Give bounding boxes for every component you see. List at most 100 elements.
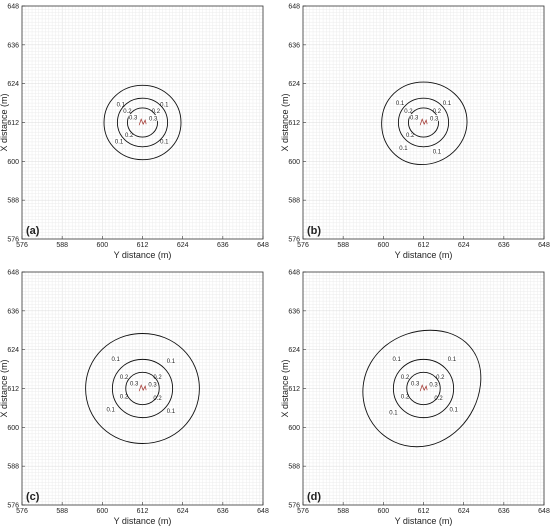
y-axis-label: X distance (m) <box>280 93 290 151</box>
contour-label-bg <box>434 394 444 401</box>
y-tick-label: 576 <box>7 237 19 244</box>
y-tick-label: 600 <box>288 159 300 166</box>
y-tick-label: 648 <box>7 270 19 277</box>
y-tick-label: 624 <box>7 347 19 354</box>
contour-label: 0.3 <box>130 381 139 387</box>
y-tick-label: 600 <box>7 425 19 432</box>
contour-label-bg <box>429 381 439 388</box>
x-tick-label: 624 <box>458 242 470 249</box>
contour-label: 0.3 <box>410 115 419 121</box>
y-tick-label: 576 <box>288 503 300 510</box>
contour-label: 0.2 <box>125 133 134 139</box>
source-marker <box>138 118 147 126</box>
contour-label-bg <box>429 115 439 122</box>
contour-label: 0.3 <box>411 381 420 387</box>
contour-line-0.2 <box>397 97 450 148</box>
contour-label: 0.1 <box>448 357 457 363</box>
contour-label: 0.2 <box>436 375 445 381</box>
contour-label: 0.2 <box>401 375 410 381</box>
contour-label-bg <box>400 373 410 380</box>
x-tick-label: 600 <box>96 242 108 249</box>
x-tick-label: 648 <box>257 242 269 249</box>
contour-label-bg <box>432 107 442 114</box>
panel-tag: (d) <box>307 491 321 503</box>
y-tick-label: 624 <box>288 81 300 88</box>
contour-line-0.2 <box>392 358 455 419</box>
x-tick-label: 612 <box>418 508 430 515</box>
contour-label-bg <box>166 407 176 414</box>
contour-label: 0.1 <box>449 407 458 413</box>
contour-label: 0.1 <box>112 357 121 363</box>
contour-line-0.1 <box>85 333 200 444</box>
y-tick-label: 624 <box>288 347 300 354</box>
x-tick-label: 636 <box>217 242 229 249</box>
contour-label: 0.1 <box>389 411 398 417</box>
contour-label: 0.1 <box>396 101 405 107</box>
contour-label: 0.1 <box>443 101 452 107</box>
contour-label: 0.3 <box>149 116 158 122</box>
x-tick-label: 636 <box>498 242 510 249</box>
x-axis-label: Y distance (m) <box>114 250 172 260</box>
contour-label-bg <box>116 101 126 108</box>
panel-c: 576 588 600 612 624 636 648 576 588 600 612 624 636 6… <box>0 270 269 527</box>
panel-tag: (c) <box>26 491 40 503</box>
contour-line-0.3 <box>125 371 160 406</box>
contour-label-bg <box>159 101 169 108</box>
x-tick-label: 600 <box>96 508 108 515</box>
contour-label-bg <box>148 115 158 122</box>
contour-label: 0.1 <box>107 407 116 413</box>
contour-label-bg <box>124 131 134 138</box>
x-tick-label: 624 <box>177 242 189 249</box>
y-tick-label: 648 <box>7 4 19 11</box>
panel-d: 576 588 600 612 624 636 648 576 588 600 612 624 636 6… <box>280 270 550 527</box>
x-tick-label: 576 <box>297 242 309 249</box>
x-tick-label: 600 <box>377 508 389 515</box>
contour-label: 0.1 <box>433 149 442 155</box>
y-tick-label: 600 <box>7 159 19 166</box>
contour-label: 0.2 <box>153 396 162 402</box>
contour-label-bg <box>111 355 121 362</box>
contour-label-bg <box>153 394 163 401</box>
y-tick-label: 588 <box>7 198 19 205</box>
x-tick-label: 612 <box>418 242 430 249</box>
y-tick-label: 648 <box>288 4 300 11</box>
contour-label-bg <box>409 114 419 121</box>
contour-label: 0.3 <box>148 382 157 388</box>
contour-label: 0.1 <box>167 359 176 365</box>
contour-label: 0.1 <box>393 357 402 363</box>
contour-label-bg <box>129 380 139 387</box>
x-tick-label: 588 <box>56 242 68 249</box>
contour-label: 0.1 <box>117 103 126 109</box>
panel-tag: (b) <box>307 225 321 237</box>
source-marker <box>419 118 428 126</box>
x-axis-label: Y distance (m) <box>114 516 172 526</box>
y-tick-label: 588 <box>7 464 19 471</box>
x-tick-label: 624 <box>177 508 189 515</box>
contour-label-bg <box>159 138 169 145</box>
contour-label-bg <box>153 373 163 380</box>
contour-label: 0.2 <box>123 109 132 115</box>
contour-line-0.3 <box>406 371 441 406</box>
y-axis-label: X distance (m) <box>280 359 290 417</box>
contour-line-0.1 <box>381 81 468 166</box>
contour-label-bg <box>122 107 132 114</box>
x-tick-label: 588 <box>337 242 349 249</box>
contour-label-bg <box>405 131 415 138</box>
contour-label-bg <box>128 114 138 121</box>
y-tick-label: 624 <box>7 81 19 88</box>
contour-label-bg <box>442 99 452 106</box>
contour-label: 0.2 <box>120 394 129 400</box>
y-tick-label: 612 <box>7 386 19 393</box>
y-tick-label: 636 <box>288 42 300 49</box>
contour-line-0.1 <box>103 84 182 161</box>
contour-label-bg <box>151 107 161 114</box>
grid <box>22 6 263 239</box>
contour-label-bg <box>114 138 124 145</box>
x-tick-label: 588 <box>56 508 68 515</box>
y-axis-label: X distance (m) <box>0 359 9 417</box>
panel-a: 576 588 600 612 624 636 648 576 588 600 612 624 636 6… <box>0 4 269 261</box>
x-tick-label: 648 <box>538 508 550 515</box>
x-tick-label: 612 <box>137 242 149 249</box>
x-tick-label: 576 <box>16 242 28 249</box>
x-tick-label: 612 <box>137 508 149 515</box>
